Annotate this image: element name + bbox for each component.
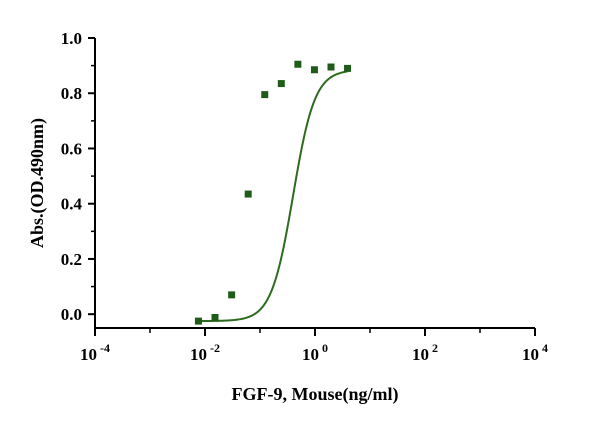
fit-curve-layer <box>198 70 348 323</box>
data-point <box>344 64 352 72</box>
x-tick-label: 10 2 <box>412 341 438 364</box>
y-tick-label: 0.6 <box>61 139 82 158</box>
axes-layer: 0.0 0.2 0.4 0.6 0.8 1.0 10 -4 10 -2 10 0 10 2 10 4… <box>27 29 548 405</box>
x-tick-label: 10 -4 <box>80 341 110 364</box>
y-tick-label: 1.0 <box>61 29 82 48</box>
data-points-layer <box>194 60 352 325</box>
fit-curve <box>198 70 348 323</box>
y-tick-label: 0.8 <box>61 84 82 103</box>
y-tick-label: 0.4 <box>61 195 83 214</box>
data-point <box>244 190 252 198</box>
x-tick-label: 10 4 <box>522 341 548 364</box>
y-tick-label: 0.2 <box>61 250 82 269</box>
data-point <box>310 66 318 74</box>
data-point <box>294 60 302 68</box>
x-tick-label: 10 0 <box>302 341 328 364</box>
x-axis-title: FGF-9, Mouse(ng/ml) <box>232 384 399 405</box>
data-point <box>194 317 202 325</box>
y-axis-title: Abs.(OD.490nm) <box>27 118 48 248</box>
y-tick-label: 0.0 <box>61 305 82 324</box>
x-tick-label: 10 -2 <box>190 341 220 364</box>
data-point <box>277 80 285 88</box>
data-point <box>261 91 269 99</box>
data-point <box>327 63 335 71</box>
data-point <box>211 314 219 322</box>
data-point <box>228 291 236 299</box>
